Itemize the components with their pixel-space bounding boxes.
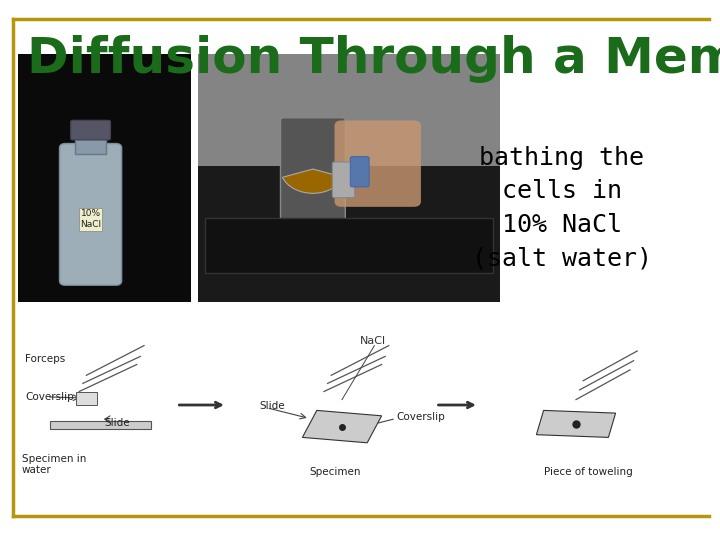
- Text: bathing the
cells in
10% NaCl
(salt water): bathing the cells in 10% NaCl (salt wate…: [472, 146, 652, 271]
- Text: Diffusion Through a Membrane: Diffusion Through a Membrane: [27, 35, 720, 83]
- Text: 10%
NaCl: 10% NaCl: [80, 209, 101, 230]
- Bar: [205, 218, 493, 273]
- Text: Forceps: Forceps: [25, 354, 66, 364]
- Text: Piece of toweling: Piece of toweling: [544, 467, 632, 477]
- Wedge shape: [282, 169, 343, 193]
- FancyBboxPatch shape: [281, 118, 346, 220]
- Bar: [50, 421, 151, 429]
- Bar: [14, 324, 706, 513]
- Text: Specimen: Specimen: [310, 467, 361, 477]
- FancyBboxPatch shape: [351, 157, 369, 187]
- FancyBboxPatch shape: [76, 135, 106, 154]
- Text: Coverslip: Coverslip: [25, 392, 74, 402]
- Bar: [76, 392, 97, 405]
- Text: Slide: Slide: [104, 418, 130, 429]
- Polygon shape: [536, 410, 616, 437]
- Text: Coverslip: Coverslip: [396, 412, 445, 422]
- FancyBboxPatch shape: [60, 144, 122, 285]
- Bar: [198, 54, 500, 302]
- Text: Slide: Slide: [259, 401, 285, 411]
- Bar: [18, 54, 191, 302]
- Bar: [198, 54, 500, 166]
- FancyBboxPatch shape: [71, 120, 110, 140]
- FancyBboxPatch shape: [335, 120, 421, 207]
- Text: Specimen in
water: Specimen in water: [22, 454, 86, 475]
- Text: NaCl: NaCl: [360, 335, 386, 346]
- FancyBboxPatch shape: [333, 162, 355, 198]
- Polygon shape: [302, 410, 382, 443]
